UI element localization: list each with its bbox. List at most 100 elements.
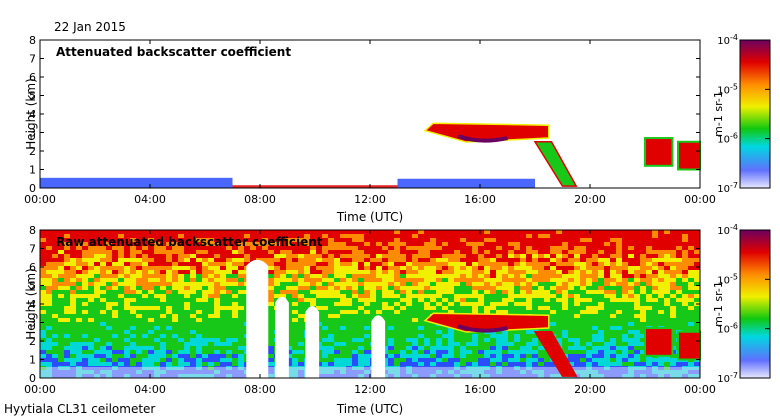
noise-cell — [208, 298, 215, 303]
noise-cell — [100, 234, 107, 239]
noise-cell — [394, 362, 401, 367]
noise-cell — [358, 238, 365, 243]
noise-cell — [214, 242, 221, 247]
noise-cell — [664, 266, 671, 271]
noise-cell — [592, 334, 599, 339]
noise-cell — [628, 314, 635, 319]
noise-cell — [76, 354, 83, 359]
noise-cell — [118, 322, 125, 327]
noise-cell — [190, 274, 197, 279]
noise-cell — [496, 354, 503, 359]
noise-cell — [562, 298, 569, 303]
noise-cell — [532, 278, 539, 283]
noise-cell — [100, 230, 107, 235]
noise-cell — [580, 346, 587, 351]
noise-cell — [640, 270, 647, 275]
noise-cell — [466, 266, 473, 271]
noise-cell — [172, 302, 179, 307]
noise-cell — [610, 310, 617, 315]
noise-cell — [274, 254, 281, 259]
noise-cell — [160, 274, 167, 279]
noise-cell — [322, 358, 329, 363]
noise-cell — [634, 346, 641, 351]
noise-cell — [604, 326, 611, 331]
noise-cell — [448, 310, 455, 315]
noise-cell — [574, 362, 581, 367]
noise-cell — [412, 258, 419, 263]
noise-cell — [112, 258, 119, 263]
noise-cell — [400, 350, 407, 355]
noise-cell — [328, 338, 335, 343]
noise-cell — [364, 294, 371, 299]
noise-cell — [442, 230, 449, 235]
noise-cell — [568, 318, 575, 323]
noise-cell — [184, 282, 191, 287]
noise-cell — [148, 250, 155, 255]
noise-cell — [298, 258, 305, 263]
noise-cell — [304, 242, 311, 247]
noise-cell — [316, 270, 323, 275]
noise-cell — [430, 258, 437, 263]
noise-cell — [70, 302, 77, 307]
noise-cell — [622, 302, 629, 307]
noise-cell — [424, 330, 431, 335]
noise-cell — [622, 290, 629, 295]
noise-cell — [694, 234, 701, 239]
noise-cell — [190, 330, 197, 335]
noise-cell — [520, 278, 527, 283]
noise-cell — [484, 294, 491, 299]
noise-cell — [340, 350, 347, 355]
noise-cell — [640, 290, 647, 295]
noise-cell — [58, 274, 65, 279]
noise-cell — [106, 350, 113, 355]
noise-cell — [76, 274, 83, 279]
noise-cell — [124, 254, 131, 259]
noise-cell — [532, 282, 539, 287]
noise-cell — [124, 262, 131, 267]
noise-cell — [106, 310, 113, 315]
noise-cell — [100, 326, 107, 331]
noise-cell — [580, 270, 587, 275]
bottom-y-label: Height (km) — [24, 268, 38, 339]
noise-cell — [472, 242, 479, 247]
noise-cell — [202, 238, 209, 243]
noise-cell — [214, 310, 221, 315]
noise-cell — [556, 318, 563, 323]
noise-cell — [58, 294, 65, 299]
noise-cell — [622, 318, 629, 323]
noise-cell — [154, 230, 161, 235]
noise-cell — [88, 286, 95, 291]
noise-cell — [304, 266, 311, 271]
noise-cell — [58, 306, 65, 311]
noise-cell — [496, 282, 503, 287]
noise-cell — [178, 362, 185, 367]
noise-cell — [226, 266, 233, 271]
noise-cell — [112, 334, 119, 339]
noise-cell — [46, 346, 53, 351]
noise-cell — [208, 278, 215, 283]
noise-cell — [436, 250, 443, 255]
surface-layer — [40, 177, 233, 188]
noise-cell — [202, 266, 209, 271]
noise-cell — [40, 330, 47, 335]
noise-cell — [298, 234, 305, 239]
noise-cell — [622, 326, 629, 331]
noise-cell — [100, 322, 107, 327]
noise-cell — [142, 270, 149, 275]
noise-cell — [232, 230, 239, 235]
noise-cell — [460, 246, 467, 251]
noise-cell — [622, 230, 629, 235]
noise-cell — [334, 286, 341, 291]
noise-cell — [448, 234, 455, 239]
noise-cell — [316, 346, 323, 351]
noise-cell — [640, 310, 647, 315]
noise-cell — [58, 290, 65, 295]
noise-cell — [550, 266, 557, 271]
noise-cell — [610, 230, 617, 235]
noise-cell — [604, 294, 611, 299]
noise-cell — [232, 298, 239, 303]
noise-cell — [694, 230, 701, 235]
noise-cell — [448, 354, 455, 359]
noise-cell — [598, 282, 605, 287]
noise-cell — [148, 262, 155, 267]
